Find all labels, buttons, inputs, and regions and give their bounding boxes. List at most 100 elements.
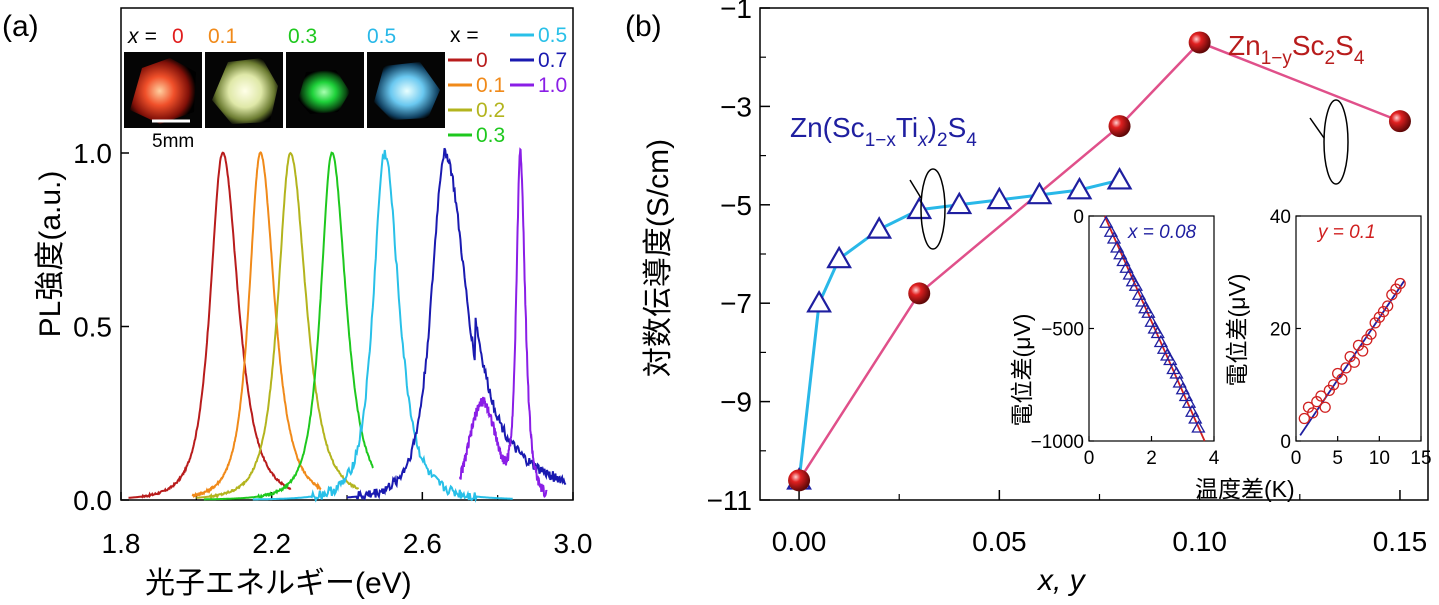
panel-b: (b) 0.00 0.05 0.10 0.15 −1 −3 −5 −7 −9 −11 x, y 対… <box>625 0 1432 597</box>
inset-point <box>1116 253 1131 267</box>
legend-title: x = <box>450 24 479 47</box>
inset2-label: y = 0.1 <box>1316 222 1376 243</box>
inset-x-tick-label: 2 <box>1146 448 1157 469</box>
inset-point <box>1332 367 1344 380</box>
crystal-blue <box>374 62 440 120</box>
inset-y-tick-label: 0 <box>1280 432 1291 453</box>
legend-label-x1.0: 1.0 <box>538 74 567 97</box>
inset1-ylabel: 電位差(μV) <box>1009 314 1035 427</box>
inset-y-tick-label: −1000 <box>1031 432 1084 453</box>
inset-fit-line <box>1103 215 1206 442</box>
inset-point <box>1336 373 1348 385</box>
x-tick-label: 3.0 <box>554 528 593 559</box>
panel-a-legend: x = 00.10.20.3 0.50.71.0 <box>448 24 567 147</box>
inset-point <box>1390 283 1402 295</box>
ti-point <box>826 245 853 269</box>
ti-point <box>906 196 933 220</box>
y-tick-label: 0.0 <box>73 485 112 516</box>
inset-point <box>1369 317 1381 329</box>
scale-bar-label: 5mm <box>152 131 194 152</box>
pl-curve-x0.7 <box>346 147 567 501</box>
zn-leader <box>1309 117 1325 139</box>
ti-point <box>806 289 832 313</box>
x-tick-label: 2.2 <box>252 528 291 559</box>
zn-point <box>1108 115 1131 138</box>
photo-label-0.1: 0.1 <box>208 25 237 48</box>
inset-point <box>1141 305 1156 318</box>
panel-a-label: (a) <box>2 10 39 43</box>
legend-label-x0: 0 <box>476 49 488 72</box>
pl-curve-x1.0 <box>459 147 548 499</box>
inset-point <box>1365 328 1377 340</box>
panel-b-axes: 0.00 0.05 0.10 0.15 −1 −3 −5 −7 −9 −11 <box>707 0 1428 557</box>
b-y-tick-label: −11 <box>707 485 752 516</box>
inset-point <box>1128 278 1144 291</box>
inset-y01: y = 0.1 電位差(μV) 0 5 10 15 0 20 40 <box>1224 207 1432 469</box>
inset-point <box>1156 341 1172 354</box>
inset-point <box>1106 231 1122 244</box>
inset-point <box>1153 334 1169 348</box>
inset-x-tick-label: 4 <box>1209 448 1220 469</box>
inset-point <box>1103 224 1119 237</box>
inset-point <box>1323 384 1335 397</box>
inset-point <box>1172 375 1187 388</box>
label-zn-series: Zn1−ySc2S4 <box>1228 30 1365 69</box>
panel-a-ylabel: PL強度(a.u.) <box>34 171 67 338</box>
ti-callout-ellipse <box>920 168 946 250</box>
inset-point <box>1181 395 1197 408</box>
panel-b-ylabel: 対数伝導度(S/cm) <box>642 139 675 377</box>
legend-label-x0.1: 0.1 <box>476 74 505 97</box>
inset2-frame <box>1295 215 1422 442</box>
zn-callout-ellipse <box>1323 99 1349 185</box>
panel-b-xlabel: x, y <box>1036 564 1087 597</box>
inset-point <box>1144 314 1159 327</box>
inset-point <box>1382 300 1394 312</box>
photo-strip: 5mm x = 0 0.1 0.3 0.5 <box>124 25 445 152</box>
inset-point <box>1340 362 1352 374</box>
inset-point <box>1307 407 1319 419</box>
inset-point <box>1191 420 1206 433</box>
b-x-tick-label: 0.10 <box>1172 526 1227 557</box>
inset-point <box>1327 379 1340 391</box>
y-tick-label: 1.0 <box>73 138 112 169</box>
inset-point <box>1386 289 1398 301</box>
inset-x-tick-label: 10 <box>1369 448 1390 469</box>
panel-a-curves <box>128 147 567 503</box>
y-tick-label: 0.5 <box>73 312 112 343</box>
x-tick-label: 1.8 <box>102 528 141 559</box>
legend-label-x0.5: 0.5 <box>538 24 567 47</box>
photo-label-0.3: 0.3 <box>288 25 317 48</box>
b-y-tick-label: −1 <box>720 0 752 24</box>
inset-point <box>1110 240 1125 253</box>
b-y-tick-label: −5 <box>720 190 752 221</box>
inset-point <box>1302 401 1315 413</box>
inset-x-tick-label: 0 <box>1084 448 1095 469</box>
photo-label-0.5: 0.5 <box>367 25 396 48</box>
panel-a-xlabel: 光子エネルギー(eV) <box>145 567 412 600</box>
inset-point <box>1357 345 1369 357</box>
inset-point <box>1377 305 1390 318</box>
b-y-tick-label: −3 <box>720 91 752 122</box>
pl-curve-x0 <box>128 151 292 499</box>
inset-y-tick-label: 40 <box>1270 207 1291 228</box>
photo-label-0: 0 <box>172 25 184 48</box>
b-x-tick-label: 0.15 <box>1373 526 1428 557</box>
b-x-tick-label: 0.00 <box>772 526 827 557</box>
inset-point <box>1175 381 1190 395</box>
inset-point <box>1113 246 1128 260</box>
inset-point <box>1099 215 1114 228</box>
inset-point <box>1361 334 1373 346</box>
inset-point <box>1298 412 1310 425</box>
inset-point <box>1344 350 1356 363</box>
inset-point <box>1311 395 1323 408</box>
inset-y-tick-label: 20 <box>1270 320 1291 341</box>
photo-x-prefix: x = <box>127 25 157 48</box>
zn-point <box>1388 110 1411 133</box>
inset-point <box>1188 411 1203 424</box>
inset-x008: x = 0.08 電位差(μV) 0 2 4 0 −500 −1000 <box>1009 207 1220 469</box>
zn-point <box>788 469 811 492</box>
inset-xlabel: 温度差(K) <box>1195 476 1295 502</box>
pl-curve-x0.3 <box>203 151 374 501</box>
panel-b-label: (b) <box>625 10 662 43</box>
